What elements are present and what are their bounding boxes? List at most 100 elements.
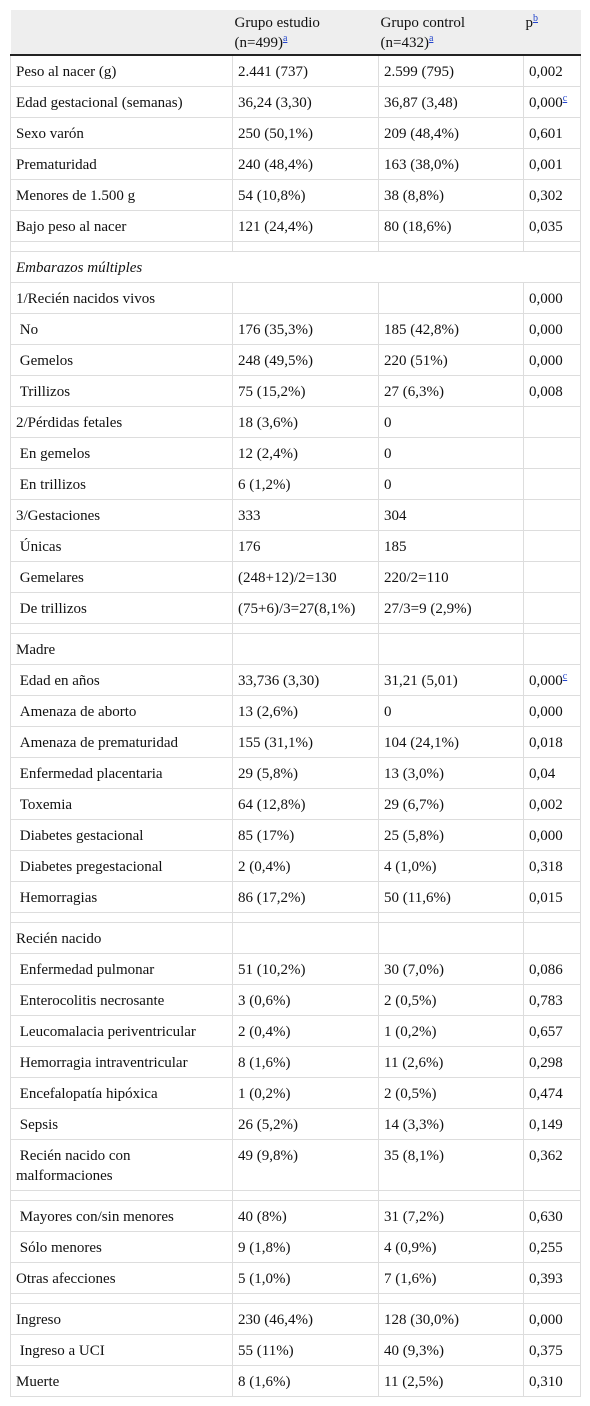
table-cell: 13 (3,0%) [378,757,524,789]
header-row: Grupo estudio (n=499)a Grupo control (n=432… [10,10,581,56]
table-cell: 11 (2,6%) [378,1046,524,1078]
table-cell: 40 (9,3%) [378,1334,524,1366]
table-cell: Amenaza de aborto [10,695,233,727]
table-cell: Sepsis [10,1108,233,1140]
table-cell: 2 (0,4%) [232,1015,379,1047]
spacer-row [10,1190,581,1201]
table-cell: 0,783 [523,984,581,1016]
table-cell: 163 (38,0%) [378,148,524,180]
table-cell: 0,086 [523,953,581,985]
table-cell: 55 (11%) [232,1334,379,1366]
table-cell: Enterocolitis necrosante [10,984,233,1016]
header-text: (n=432) [380,35,429,51]
table-cell: Ingreso [10,1303,233,1335]
table-cell: 240 (48,4%) [232,148,379,180]
footnote-link[interactable]: c [562,93,568,104]
header-text: Grupo estudio [234,15,320,31]
table-row: Muerte 8 (1,6%) 11 (2,5%) 0,310 [10,1365,581,1397]
table-cell: 14 (3,3%) [378,1108,524,1140]
table-cell: 3/Gestaciones [10,499,233,531]
table-cell: 12 (2,4%) [232,437,379,469]
table-row: Recién nacido con malformaciones 49 (9,8%… [10,1139,581,1191]
header-cell: pb [523,10,581,56]
spacer-cell [10,241,233,252]
data-table: Grupo estudio (n=499)a Grupo control (n=432… [10,10,581,1397]
table-row: Edad en años 33,736 (3,30) 31,21 (5,01) 0,0… [10,664,581,696]
table-cell: 0,393 [523,1262,581,1294]
table-row: Menores de 1.500 g 54 (10,8%) 38 (8,8%) 0,3… [10,179,581,211]
table-cell: 0,474 [523,1077,581,1109]
table-cell: 9 (1,8%) [232,1231,379,1263]
table-cell: 54 (10,8%) [232,179,379,211]
header-text: (n=499) [234,35,283,51]
table-cell: Hemorragia intraventricular [10,1046,233,1078]
table-cell: 5 (1,0%) [232,1262,379,1294]
table-cell: Gemelos [10,344,233,376]
table-row: Sepsis 26 (5,2%) 14 (3,3%) 0,149 [10,1108,581,1140]
table-row: Encefalopatía hipóxica 1 (0,2%) 2 (0,5%) 0,… [10,1077,581,1109]
cell-text: 0,000 [529,95,563,111]
table-row: En gemelos 12 (2,4%) 0 [10,437,581,469]
table-cell: 0,255 [523,1231,581,1263]
spacer-cell [523,912,581,923]
spacer-cell [232,623,379,634]
table-cell: 0,318 [523,850,581,882]
table-cell: 1/Recién nacidos vivos [10,282,233,314]
table-cell: 0,601 [523,117,581,149]
table-cell [523,499,581,531]
table-cell: 31,21 (5,01) [378,664,524,696]
spacer-cell [232,241,379,252]
table-row: Peso al nacer (g) 2.441 (737) 2.599 (795) 0… [10,54,581,87]
footnote-link[interactable]: a [282,33,288,44]
footnote-link[interactable]: c [562,671,568,682]
table-cell: 0 [378,695,524,727]
table-cell: 0,000 [523,819,581,851]
table-cell: 248 (49,5%) [232,344,379,376]
table-cell: 0,310 [523,1365,581,1397]
table-cell [523,922,581,954]
table-cell: 185 (42,8%) [378,313,524,345]
table-cell: Únicas [10,530,233,562]
table-cell: 0,002 [523,54,581,87]
table-row: Leucomalacia periventricular 2 (0,4%) 1 (0… [10,1015,581,1047]
footnote-ref: a [429,33,433,44]
table-cell [378,633,524,665]
table-cell: 1 (0,2%) [378,1015,524,1047]
table-cell: 29 (6,7%) [378,788,524,820]
table-cell: Muerte [10,1365,233,1397]
table-cell: 75 (15,2%) [232,375,379,407]
table-cell: Enfermedad placentaria [10,757,233,789]
spacer-row [10,241,581,252]
table-row: No 176 (35,3%) 185 (42,8%) 0,000 [10,313,581,345]
table-cell: Bajo peso al nacer [10,210,233,242]
spacer-cell [232,1190,379,1201]
table-cell: 2 (0,5%) [378,984,524,1016]
table-cell [378,922,524,954]
footnote-link[interactable]: b [533,13,538,24]
table-cell: Gemelares [10,561,233,593]
table-cell: 1 (0,2%) [232,1077,379,1109]
table-cell: 0,302 [523,179,581,211]
table-cell: 0,000c [523,86,581,118]
table-cell: 2.599 (795) [378,54,524,87]
table-cell: Menores de 1.500 g [10,179,233,211]
footnote-link[interactable]: a [428,33,434,44]
table-cell: 80 (18,6%) [378,210,524,242]
table-cell: 0,630 [523,1200,581,1232]
footnote-ref: c [563,93,567,104]
table-cell: Prematuridad [10,148,233,180]
table-row: 1/Recién nacidos vivos 0,000 [10,282,581,314]
table-cell: De trillizos [10,592,233,624]
table-cell: Embarazos múltiples [10,251,581,283]
table-cell: 176 (35,3%) [232,313,379,345]
header-cell [10,10,233,56]
table-cell: 30 (7,0%) [378,953,524,985]
table-cell: (248+12)/2=130 [232,561,379,593]
table-cell: 35 (8,1%) [378,1139,524,1191]
table-row: Sexo varón 250 (50,1%) 209 (48,4%) 0,601 [10,117,581,149]
table-row: Prematuridad 240 (48,4%) 163 (38,0%) 0,001 [10,148,581,180]
table-row: Madre [10,633,581,665]
table-cell [232,282,379,314]
table-cell: Diabetes pregestacional [10,850,233,882]
